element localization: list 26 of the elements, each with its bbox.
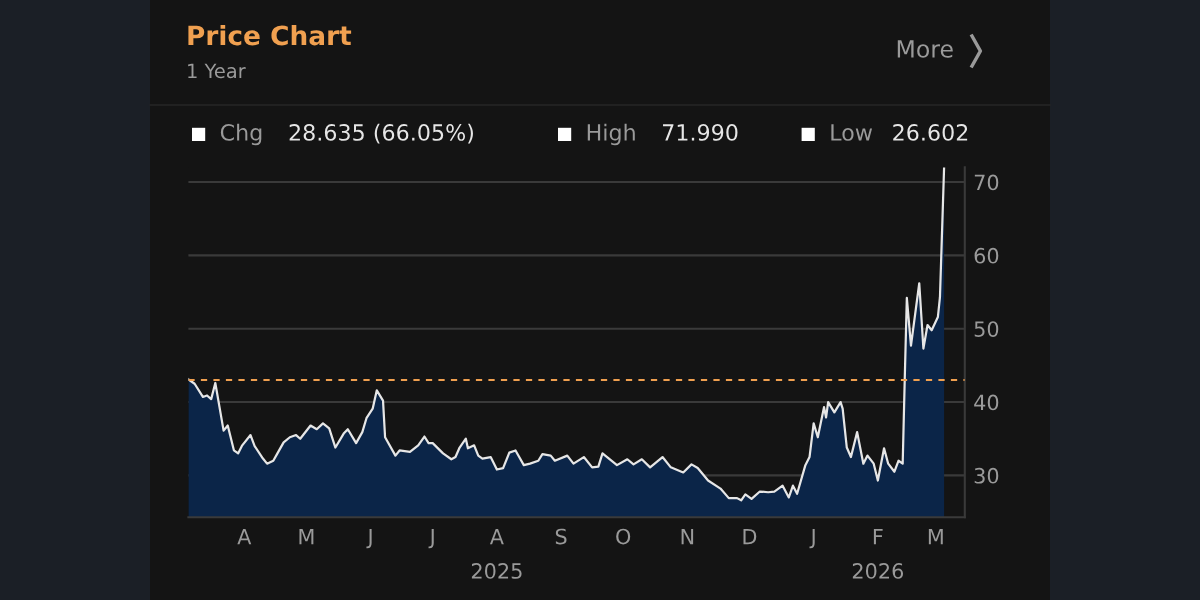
x-tick-label: J [428,528,434,549]
x-tick-label: O [616,528,631,545]
chart-subtitle: 1 Year [188,63,246,79]
y-tick-label: 30 [974,467,999,484]
y-tick-label: 60 [974,247,999,264]
text: Low [831,124,873,141]
x-tick-label: M [299,528,314,545]
y-tick-label: 40 [974,394,999,411]
text: More [897,40,953,58]
text: Chg [220,123,262,146]
chart-title: Price Chart [188,24,352,46]
x-tick-label: A [237,528,252,545]
text: 71.990 [663,124,738,141]
y-tick-label: 50 [974,321,999,337]
x-tick-label: M [928,528,943,545]
x-tick-label: N [681,528,694,545]
text: 28.635 (66.05%) [289,123,473,144]
x-tick-label: A 2025 [471,528,522,579]
x-tick-label: J [809,528,815,549]
x-tick-label: S [555,528,567,545]
y-tick-label: 70 [974,174,999,191]
x-tick-label: F 2026 [852,528,904,579]
x-tick-label: J [366,528,372,549]
text: 26.602 [893,124,968,141]
x-tick-label: D [743,528,757,545]
text: High [587,123,635,146]
